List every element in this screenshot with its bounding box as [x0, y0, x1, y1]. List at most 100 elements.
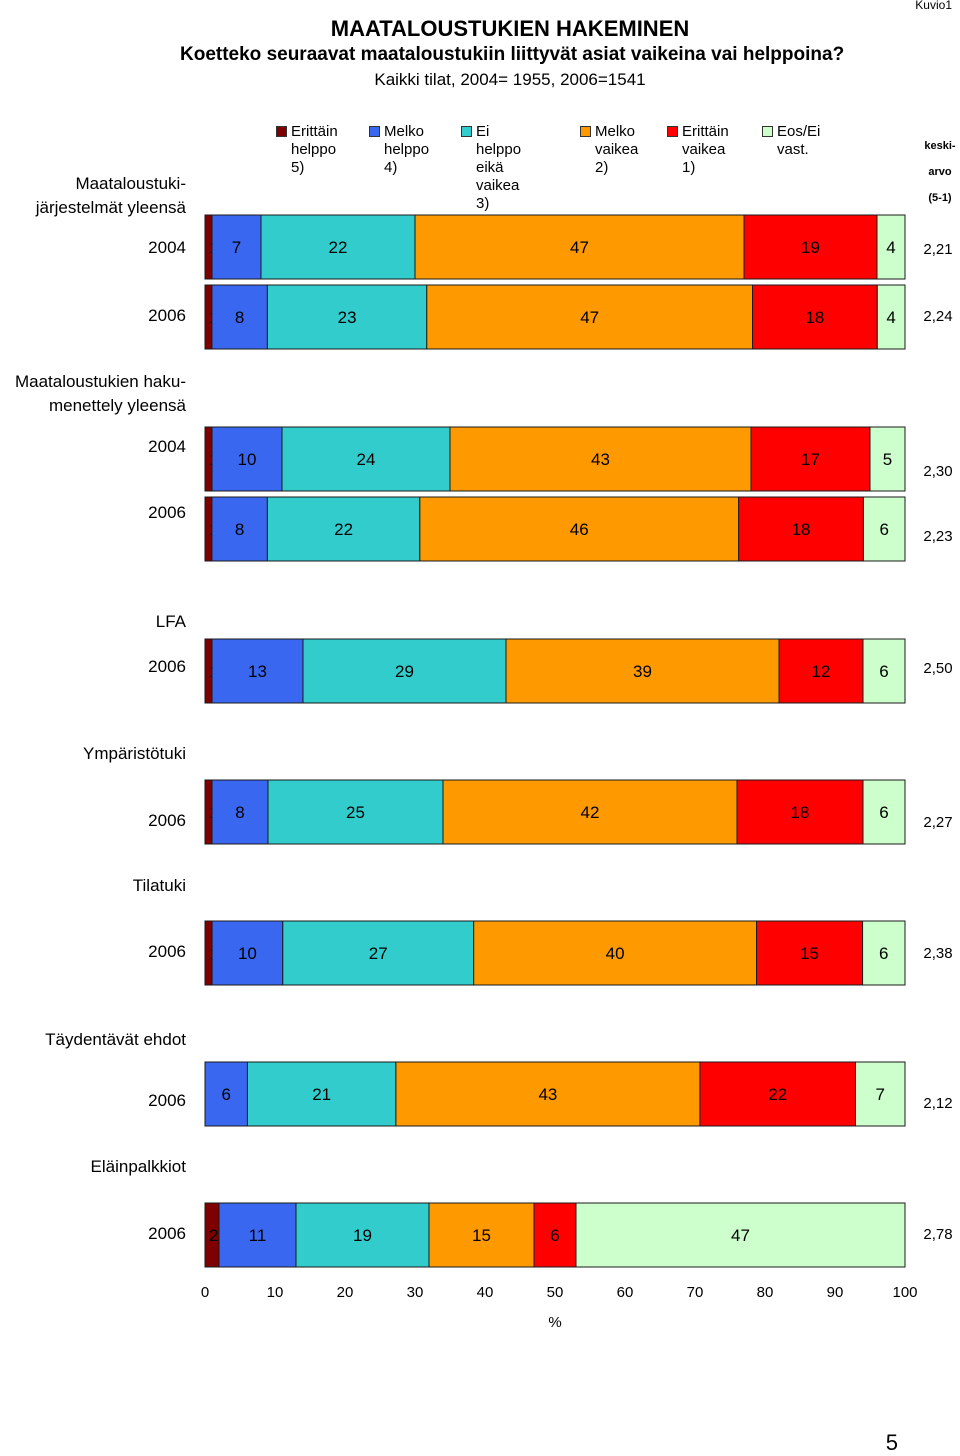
bar-data-label: 23: [338, 308, 357, 327]
bar-data-label: 10: [238, 944, 257, 963]
legend-label-line: helppo: [384, 141, 430, 158]
bar-data-label: 19: [801, 238, 820, 257]
bar-data-label: 25: [346, 803, 365, 822]
bar-data-label: 6: [879, 944, 888, 963]
bar-segment-very-difficult: [533, 1202, 577, 1268]
bar-segment-fairly-difficult: [414, 214, 745, 280]
bar-data-label: 47: [731, 1226, 750, 1245]
bar-data-label: 6: [879, 662, 888, 681]
x-tick-label: 10: [266, 1284, 284, 1301]
bar-data-label: 4: [886, 238, 895, 257]
bar-data-label: 40: [606, 944, 625, 963]
chart-title: MAATALOUSTUKIEN HAKEMINEN: [330, 16, 690, 41]
x-tick-label: 50: [546, 1284, 564, 1301]
legend-label-line: Erittäin: [291, 123, 338, 140]
group-title-farm-support: Tilatuki: [132, 876, 186, 895]
group-title-cross-compliance: Täydentävät ehdot: [45, 1030, 186, 1049]
bar-row: 6 21 43 22 7: [204, 1061, 906, 1127]
bar-data-label: 46: [570, 520, 589, 539]
bar-segment-dont-know: [876, 284, 906, 350]
row-mean-value: 2,24: [923, 308, 953, 325]
bar-data-label: 5: [883, 450, 892, 469]
bar-segment-very-difficult: [750, 426, 871, 492]
bar-segment-fairly-easy: [211, 214, 262, 280]
bar-segment-fairly-difficult: [442, 779, 738, 845]
sample-note: Kaikki tilat, 2004= 1955, 2006=1541: [374, 70, 646, 89]
bar-data-label: 42: [581, 803, 600, 822]
bar-segment-fairly-difficult: [449, 426, 752, 492]
legend-swatch: [461, 126, 472, 137]
x-tick-label: 20: [336, 1284, 354, 1301]
row-mean-value: 2,27: [923, 814, 953, 831]
bar-segment-dont-know: [869, 426, 906, 492]
bar-segment-neutral: [267, 779, 444, 845]
bar-segment-fairly-easy: [218, 1202, 297, 1268]
bar-segment-dont-know: [575, 1202, 906, 1268]
group-title-line: järjestelmät yleensä: [35, 198, 186, 217]
row-mean-value: 2,23: [923, 528, 953, 545]
legend-label: Melko vaikea 2): [595, 123, 638, 177]
bar-row: 1102443175: [204, 426, 906, 492]
legend-label-line: 4): [384, 159, 398, 176]
bar-data-label: 47: [580, 308, 599, 327]
x-tick-label: 40: [476, 1284, 494, 1301]
row-year-label: 2006: [148, 657, 186, 676]
bar-segment-dont-know: [862, 638, 906, 704]
bar-segment-dont-know: [876, 214, 906, 280]
bar-segment-fairly-difficult: [419, 496, 740, 562]
bar-data-label: 2: [209, 1226, 218, 1245]
legend-label-line: Melko: [384, 123, 425, 140]
bar-data-label: 18: [805, 308, 824, 327]
bar-row: 182347184: [204, 284, 906, 350]
bar-data-label: 22: [334, 520, 353, 539]
bar-segment-very-difficult: [699, 1061, 857, 1127]
x-tick-label: 90: [826, 1284, 844, 1301]
row-year-label: 2004: [148, 437, 186, 456]
legend-label-line: Eos/Ei vast.: [777, 123, 821, 158]
bar-row: 182542186: [204, 779, 906, 845]
bar-data-label: 6: [879, 803, 888, 822]
bar-segment-fairly-difficult: [505, 638, 780, 704]
mean-header: keski- arvo (5-1): [922, 133, 958, 211]
bar-data-label: 43: [538, 1085, 557, 1104]
group-title-line: Maataloustukien haku-: [14, 372, 186, 391]
bar-segment-dont-know: [855, 1061, 906, 1127]
row-year-label: 2006: [148, 1224, 186, 1243]
mean-header-line: keski-: [924, 140, 956, 152]
legend-label: Erittäin helppo 5): [291, 123, 338, 177]
x-tick-label: 100: [892, 1284, 918, 1301]
bar-segment-neutral: [266, 284, 428, 350]
bar-row: 182246186: [204, 496, 906, 562]
chart-subtitle: Koetteko seuraavat maataloustukiin liitt…: [180, 44, 845, 65]
bar-data-label: 39: [633, 662, 652, 681]
bar-segment-fairly-easy: [211, 920, 284, 986]
row-mean-value: 2,21: [923, 241, 953, 258]
bar-segment-fairly-difficult: [428, 1202, 535, 1268]
bar-segment-fairly-easy: [211, 638, 304, 704]
bar-segment-fairly-easy: [204, 1061, 248, 1127]
group-title-line: Maataloustuki-: [75, 174, 186, 193]
bar-segment-very-difficult: [743, 214, 878, 280]
bar-data-label: 47: [570, 238, 589, 257]
legend-label-line: 1): [682, 159, 696, 176]
bar-data-label: 18: [791, 803, 810, 822]
row-mean-value: 2,38: [923, 945, 953, 962]
group-title-animal-premiums: Eläinpalkkiot: [90, 1157, 186, 1176]
x-tick-label: 0: [200, 1284, 210, 1301]
legend-label-line: Ei helppo: [476, 123, 522, 158]
bar-segment-neutral: [282, 920, 475, 986]
legend-label-line: Melko: [595, 123, 636, 140]
bar-data-label: 22: [329, 238, 348, 257]
bar-segment-very-difficult: [756, 920, 864, 986]
legend-swatch: [667, 126, 678, 137]
legend-label-line: Erittäin: [682, 123, 729, 140]
bar-segment-very-difficult: [736, 779, 864, 845]
bar-data-label: 27: [369, 944, 388, 963]
bar-data-label: 21: [312, 1085, 331, 1104]
bar-segment-fairly-difficult: [426, 284, 754, 350]
row-mean-value: 2,12: [923, 1095, 953, 1112]
row-year-label: 2006: [148, 942, 186, 961]
bar-data-label: 24: [357, 450, 376, 469]
bar-segment-very-difficult: [738, 496, 864, 562]
mean-header-line: arvo: [928, 166, 952, 178]
